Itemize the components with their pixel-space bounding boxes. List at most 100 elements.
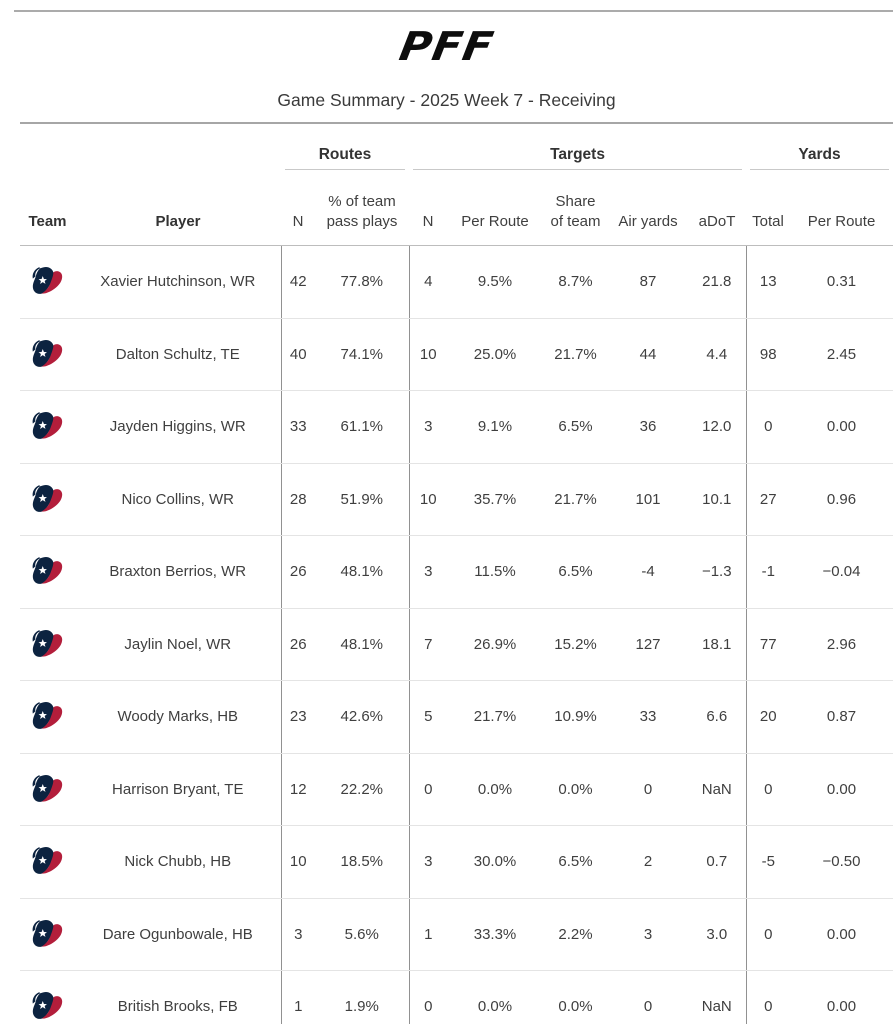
routes-n-value: 40 xyxy=(280,318,315,391)
table-row: Nico Collins, WR 28 51.9% 10 35.7% 21.7%… xyxy=(20,463,893,536)
adot-value: 0.7 xyxy=(688,825,747,899)
table-body: Xavier Hutchinson, WR 42 77.8% 4 9.5% 8.… xyxy=(20,245,893,1024)
player-name: Dare Ogunbowale, HB xyxy=(75,898,281,971)
col-header-air-yards: Air yards xyxy=(608,170,689,246)
texans-logo xyxy=(32,702,63,730)
air-yards-value: 0 xyxy=(608,753,689,826)
player-name: Jaylin Noel, WR xyxy=(75,608,281,681)
targets-share-value: 8.7% xyxy=(543,245,609,319)
targets-share-value: 2.2% xyxy=(543,898,609,971)
texans-logo xyxy=(32,847,63,875)
table-row: Jaylin Noel, WR 26 48.1% 7 26.9% 15.2% 1… xyxy=(20,608,893,681)
routes-n-value: 42 xyxy=(280,245,315,319)
targets-share-value: 0.0% xyxy=(543,970,609,1024)
table-row: British Brooks, FB 1 1.9% 0 0.0% 0.0% 0 … xyxy=(20,970,893,1024)
targets-n-value: 0 xyxy=(408,753,448,826)
yards-per-route-value: 0.00 xyxy=(790,898,893,971)
yards-per-route-value: 0.00 xyxy=(790,753,893,826)
routes-pct-value: 5.6% xyxy=(315,898,410,971)
yards-total-value: 0 xyxy=(745,753,791,826)
team-logo-cell xyxy=(20,390,75,464)
air-yards-value: 0 xyxy=(608,970,689,1024)
table-row: Braxton Berrios, WR 26 48.1% 3 11.5% 6.5… xyxy=(20,535,893,609)
routes-n-value: 33 xyxy=(280,390,315,464)
texans-logo xyxy=(32,774,63,802)
routes-pct-value: 48.1% xyxy=(315,608,410,681)
player-name: Braxton Berrios, WR xyxy=(75,535,281,609)
targets-n-value: 0 xyxy=(408,970,448,1024)
col-header-targets-n: N xyxy=(409,170,448,246)
table-row: Jayden Higgins, WR 33 61.1% 3 9.1% 6.5% … xyxy=(20,390,893,464)
adot-value: −1.3 xyxy=(688,535,747,609)
targets-share-value: 21.7% xyxy=(543,318,609,391)
texans-logo xyxy=(32,919,63,947)
col-header-team: Team xyxy=(20,170,75,246)
adot-value: 3.0 xyxy=(688,898,747,971)
yards-per-route-value: 0.31 xyxy=(790,245,893,319)
yards-per-route-value: −0.04 xyxy=(790,535,893,609)
targets-per-route-value: 33.3% xyxy=(447,898,544,971)
col-header-routes-pct: % of team pass plays xyxy=(315,170,410,246)
team-logo-cell xyxy=(20,318,75,391)
texans-logo xyxy=(32,267,63,295)
routes-n-value: 26 xyxy=(280,535,315,609)
yards-per-route-value: 0.00 xyxy=(790,970,893,1024)
table-row: Harrison Bryant, TE 12 22.2% 0 0.0% 0.0%… xyxy=(20,753,893,826)
targets-per-route-value: 25.0% xyxy=(447,318,544,391)
targets-share-value: 10.9% xyxy=(543,680,609,754)
adot-value: 21.8 xyxy=(688,245,747,319)
yards-total-value: -1 xyxy=(745,535,791,609)
routes-n-value: 28 xyxy=(280,463,315,536)
team-logo-cell xyxy=(20,753,75,826)
group-header-routes: Routes xyxy=(281,122,410,171)
table-row: Xavier Hutchinson, WR 42 77.8% 4 9.5% 8.… xyxy=(20,245,893,319)
targets-share-value: 6.5% xyxy=(543,825,609,899)
group-header-yards: Yards xyxy=(746,122,893,171)
routes-n-value: 3 xyxy=(280,898,315,971)
player-name: Jayden Higgins, WR xyxy=(75,390,281,464)
col-header-targets-per-route: Per Route xyxy=(447,170,544,246)
routes-n-value: 1 xyxy=(280,970,315,1024)
routes-n-value: 26 xyxy=(280,608,315,681)
targets-per-route-value: 9.5% xyxy=(447,245,544,319)
yards-total-value: 27 xyxy=(745,463,791,536)
air-yards-value: 101 xyxy=(608,463,689,536)
team-logo-cell xyxy=(20,608,75,681)
targets-share-value: 6.5% xyxy=(543,535,609,609)
col-header-routes-n: N xyxy=(281,170,315,246)
yards-per-route-value: 2.96 xyxy=(790,608,893,681)
adot-value: 4.4 xyxy=(688,318,747,391)
targets-per-route-value: 0.0% xyxy=(447,970,544,1024)
routes-n-value: 12 xyxy=(280,753,315,826)
yards-total-value: 13 xyxy=(745,245,791,319)
yards-per-route-value: 0.00 xyxy=(790,390,893,464)
air-yards-value: 127 xyxy=(608,608,689,681)
routes-pct-value: 74.1% xyxy=(315,318,410,391)
team-logo-cell xyxy=(20,898,75,971)
targets-n-value: 5 xyxy=(408,680,448,754)
targets-n-value: 3 xyxy=(408,535,448,609)
targets-n-value: 10 xyxy=(408,318,448,391)
targets-share-value: 15.2% xyxy=(543,608,609,681)
routes-pct-value: 61.1% xyxy=(315,390,410,464)
pff-logo: PFF xyxy=(395,23,498,70)
table-row: Dare Ogunbowale, HB 3 5.6% 1 33.3% 2.2% … xyxy=(20,898,893,971)
column-header-row: Team Player N % of team pass plays N Per… xyxy=(20,170,893,246)
targets-per-route-value: 26.9% xyxy=(447,608,544,681)
team-logo-cell xyxy=(20,680,75,754)
routes-pct-value: 1.9% xyxy=(315,970,410,1024)
player-name: Woody Marks, HB xyxy=(75,680,281,754)
team-logo-cell xyxy=(20,970,75,1024)
texans-logo xyxy=(32,412,63,440)
team-logo-cell xyxy=(20,825,75,899)
targets-n-value: 4 xyxy=(408,245,448,319)
air-yards-value: 2 xyxy=(608,825,689,899)
adot-value: 12.0 xyxy=(688,390,747,464)
adot-value: NaN xyxy=(688,970,747,1024)
targets-share-value: 21.7% xyxy=(543,463,609,536)
col-header-targets-share: Share of team xyxy=(543,170,609,246)
receiving-stats-table: Routes Targets Yards Team Player N % of … xyxy=(20,122,893,1024)
yards-total-value: 20 xyxy=(745,680,791,754)
yards-total-value: 0 xyxy=(745,390,791,464)
